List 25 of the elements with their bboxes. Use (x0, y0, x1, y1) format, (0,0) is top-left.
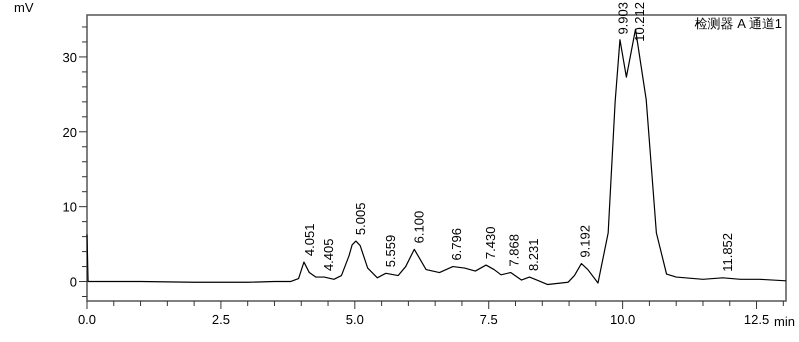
chart-title: 检测器 A 通道1 (694, 16, 782, 31)
annotation: 6.100 (412, 210, 427, 244)
annotation: 7.430 (482, 226, 498, 260)
annotation: 5.005 (353, 202, 368, 236)
x-tick-label: 5.0 (346, 312, 364, 327)
y-axis-title: mV (14, 0, 34, 15)
y-tick-label: 30 (62, 50, 77, 65)
y-tick-label: 0 (70, 274, 77, 290)
x-tick-label: 0.0 (78, 312, 96, 327)
x-tick-label: 12.5 (744, 312, 770, 327)
annotation: 11.852 (720, 232, 735, 272)
annotation: 6.796 (449, 228, 464, 261)
annotation: 4.051 (302, 224, 317, 256)
annotation: 7.868 (506, 234, 522, 267)
annotation: 4.405 (320, 238, 336, 272)
annotation: 9.903 (615, 2, 630, 35)
x-tick-label: 7.5 (480, 312, 498, 327)
x-tick-label: 2.5 (212, 312, 230, 327)
x-axis-title: min (774, 314, 795, 329)
annotation: 5.559 (382, 234, 398, 268)
y-tick-label: 20 (62, 124, 77, 140)
annotation: 8.231 (526, 238, 541, 272)
annotation: 9.192 (577, 225, 592, 258)
x-tick-label: 10.0 (610, 312, 636, 327)
y-tick-label: 10 (62, 200, 77, 215)
